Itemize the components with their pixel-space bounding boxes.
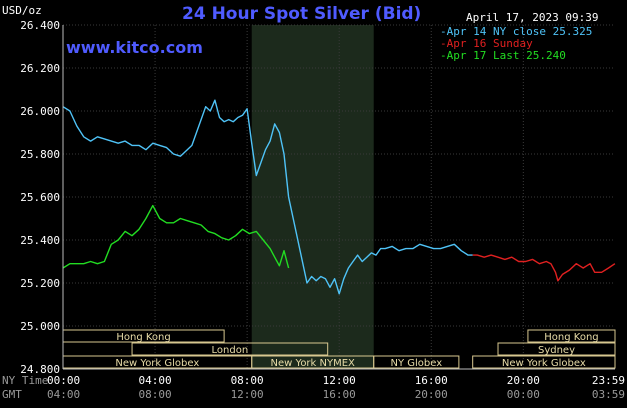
x-tick-label-ny: 16:00 [415,374,448,387]
session-bar: New York Globex [472,355,616,369]
x-tick-label-gmt: 03:59 [592,388,625,401]
y-axis-unit-label: USD/oz [2,4,42,17]
x-tick-label-ny: 00:00 [47,374,80,387]
y-tick-label: 24.800 [20,363,60,376]
y-tick-label: 25.400 [20,234,60,247]
session-label: Hong Kong [116,332,170,343]
session-bars: Hong Kong Hong Kong London Sydney New York G… [62,329,616,369]
x-tick-label-gmt: 20:00 [415,388,448,401]
session-bar: Sydney [497,342,616,356]
x-tick-label-gmt: 08:00 [139,388,172,401]
legend-entry: -Apr 14 NY close 25.325 [440,25,592,38]
session-label: London [212,345,249,356]
session-label: NY Globex [390,358,442,369]
y-tick-label: 25.600 [20,191,60,204]
session-box [497,342,616,356]
session-label: Hong Kong [544,332,598,343]
y-tick-label: 25.200 [20,277,60,290]
x-tick-label-ny: 08:00 [231,374,264,387]
x-tick-label-ny: 20:00 [507,374,540,387]
x-tick-label-gmt: 16:00 [323,388,356,401]
x-tick-label-gmt: 04:00 [47,388,80,401]
ny-time-axis-label: NY Time [2,374,48,387]
series-line [62,204,290,269]
x-tick-label-ny: 12:00 [323,374,356,387]
session-label: New York NYMEX [271,358,356,369]
session-box [472,355,616,369]
legend-entry: -Apr 17 Last 25.240 [440,49,566,62]
session-bar: NY Globex [373,355,460,369]
y-tick-label: 26.000 [20,105,60,118]
session-label: New York Globex [115,358,199,369]
session-box [131,342,329,356]
session-box [527,329,616,343]
session-label: Sydney [538,345,575,356]
website-label: www.kitco.com [66,38,203,57]
y-tick-label: 26.400 [20,19,60,32]
session-box [373,355,460,369]
timestamp: April 17, 2023 09:39 [466,11,598,24]
session-bar: Hong Kong [527,329,616,343]
y-tick-label: 25.800 [20,148,60,161]
y-tick-label: 26.200 [20,62,60,75]
axes: 26.400 26.200 26.000 25.800 25.600 25.400 25.2… [20,19,625,401]
session-bar: London [131,342,329,356]
x-tick-label-ny: 04:00 [139,374,172,387]
plot-area [62,24,616,370]
chart-title: 24 Hour Spot Silver (Bid) [182,4,421,24]
gmt-axis-label: GMT [2,388,22,401]
x-tick-label-ny: 23:59 [592,374,625,387]
series-line [62,99,473,295]
x-tick-label-gmt: 00:00 [507,388,540,401]
session-label: New York Globex [502,358,586,369]
legend: -Apr 14 NY close 25.325-Apr 16 Sunday-Ap… [440,25,592,62]
x-tick-label-gmt: 12:00 [231,388,264,401]
legend-entry: -Apr 16 Sunday [440,37,533,50]
series-line [472,254,616,282]
y-tick-label: 25.000 [20,320,60,333]
